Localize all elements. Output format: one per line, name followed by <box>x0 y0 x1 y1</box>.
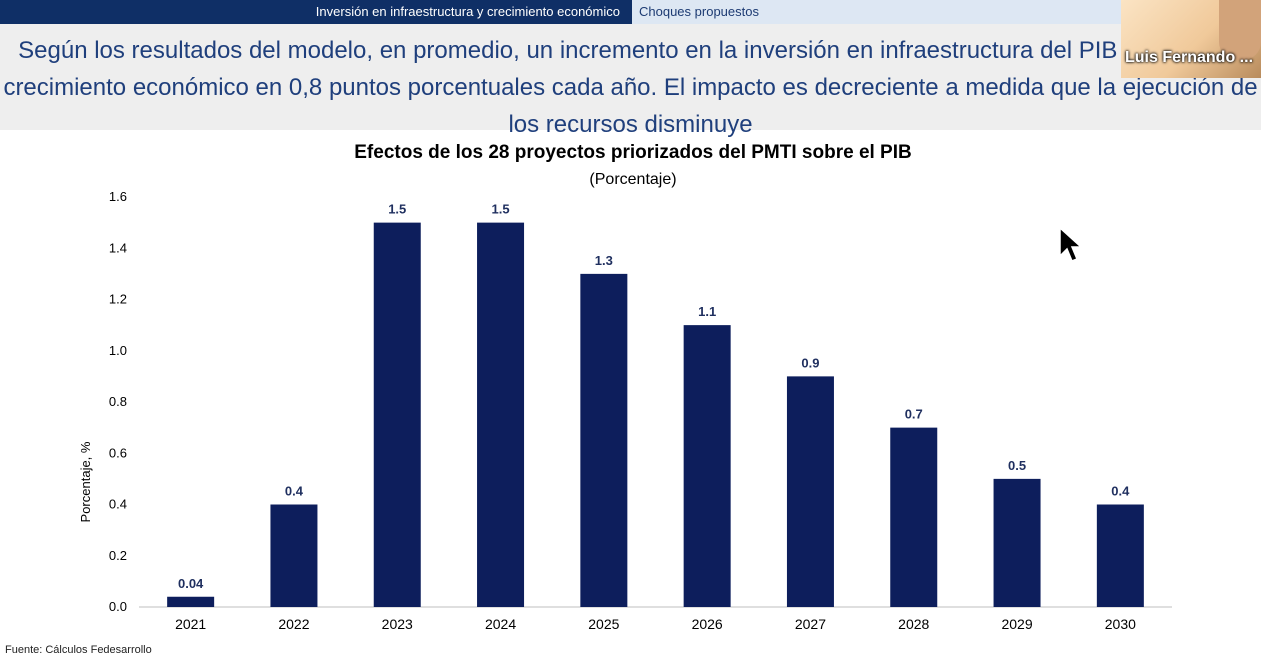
y-tick-label: 0.2 <box>109 548 127 563</box>
participant-name: Luis Fernando ... <box>1125 49 1254 66</box>
bars-group <box>167 222 1144 607</box>
y-axis-ticks: 0.0 0.2 0.4 0.6 0.8 1.0 1.2 1.4 1.6 <box>109 189 127 614</box>
x-tick-label-2026: 2026 <box>692 616 723 632</box>
source-note: Fuente: Cálculos Fedesarrollo <box>5 644 152 656</box>
chart-subtitle: (Porcentaje) <box>589 171 676 188</box>
video-thumbnail[interactable]: Luis Fernando ... <box>1121 0 1261 78</box>
participant-video-figure <box>1219 0 1261 60</box>
tab-choques-propuestos[interactable]: Choques propuestos <box>632 0 1261 24</box>
bar-2025 <box>580 273 628 607</box>
bar-2022 <box>270 504 318 607</box>
headline-banner: Según los resultados del modelo, en prom… <box>0 24 1261 138</box>
headline-text: Según los resultados del modelo, en prom… <box>3 37 1258 138</box>
y-axis-label: Porcentaje, % <box>78 441 93 522</box>
tab-choques-label: Choques propuestos <box>639 4 759 19</box>
value-label-2021: 0.04 <box>178 576 204 591</box>
tab-infraestructura[interactable]: Inversión en infraestructura y crecimien… <box>0 0 632 24</box>
x-tick-label-2030: 2030 <box>1105 616 1136 632</box>
y-tick-label: 1.2 <box>109 292 127 307</box>
y-tick-label: 0.6 <box>109 445 127 460</box>
x-tick-label-2025: 2025 <box>588 616 619 632</box>
bar-2027 <box>786 376 834 607</box>
bar-2030 <box>1096 504 1144 607</box>
x-axis-ticks: 2021 2022 2023 2024 2025 2026 2027 2028 2029 2030 <box>175 616 1136 632</box>
y-tick-label: 1.4 <box>109 240 127 255</box>
bar-chart: Efectos de los 28 proyectos priorizados … <box>78 142 1172 632</box>
x-tick-label-2023: 2023 <box>382 616 413 632</box>
x-tick-label-2028: 2028 <box>898 616 929 632</box>
y-tick-label: 0.8 <box>109 394 127 409</box>
bar-2024 <box>477 222 525 607</box>
x-tick-label-2021: 2021 <box>175 616 206 632</box>
mouse-cursor-icon <box>1059 226 1083 262</box>
value-label-2025: 1.3 <box>595 253 613 268</box>
y-tick-label: 1.6 <box>109 189 127 204</box>
y-tick-label: 0.4 <box>109 497 127 512</box>
bar-2028 <box>890 427 938 607</box>
x-tick-label-2027: 2027 <box>795 616 826 632</box>
chart-title: Efectos de los 28 proyectos priorizados … <box>354 142 912 163</box>
value-label-2023: 1.5 <box>388 202 406 217</box>
y-tick-label: 0.0 <box>109 599 127 614</box>
top-navigation-bar: Inversión en infraestructura y crecimien… <box>0 0 1261 24</box>
bar-2026 <box>683 325 731 607</box>
bar-2023 <box>373 222 421 607</box>
tab-infraestructura-label: Inversión en infraestructura y crecimien… <box>315 4 620 19</box>
y-tick-label: 1.0 <box>109 343 127 358</box>
value-label-2030: 0.4 <box>1111 484 1130 499</box>
value-label-2028: 0.7 <box>905 407 923 422</box>
value-labels-group: 0.04 0.4 1.5 1.5 1.3 1.1 0.9 0.7 0.5 0.4 <box>178 202 1130 591</box>
x-tick-label-2024: 2024 <box>485 616 516 632</box>
bar-2029 <box>993 478 1041 607</box>
value-label-2026: 1.1 <box>698 304 716 319</box>
x-tick-label-2029: 2029 <box>1001 616 1032 632</box>
x-tick-label-2022: 2022 <box>278 616 309 632</box>
value-label-2027: 0.9 <box>801 355 819 370</box>
value-label-2022: 0.4 <box>285 484 304 499</box>
bar-2021 <box>167 596 215 607</box>
value-label-2029: 0.5 <box>1008 458 1026 473</box>
value-label-2024: 1.5 <box>492 202 510 217</box>
